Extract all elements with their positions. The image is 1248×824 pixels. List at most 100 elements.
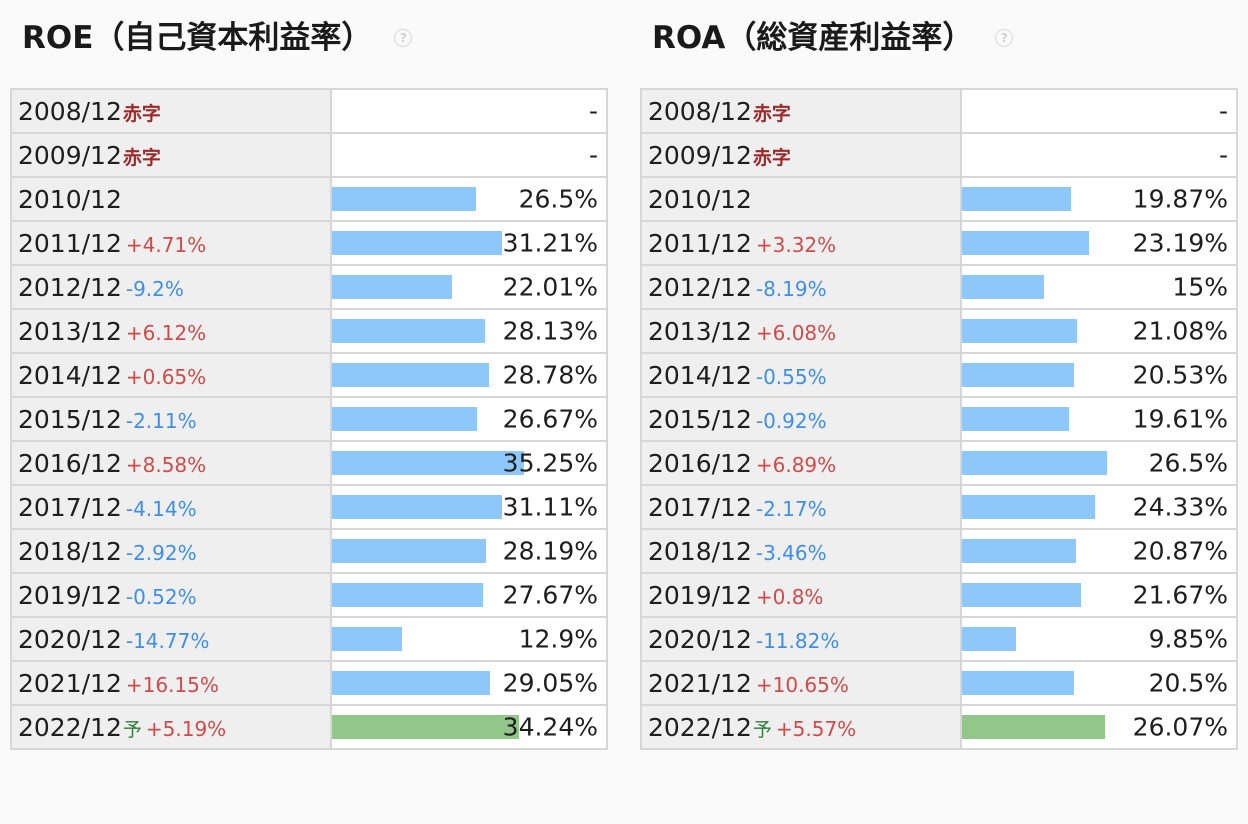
deficit-badge: 赤字	[752, 146, 791, 169]
change-label: -8.19%	[755, 276, 827, 301]
forecast-badge: 予	[752, 718, 772, 741]
period-cell: 2022/12予 +5.19%	[10, 704, 332, 750]
value-bar	[962, 319, 1078, 343]
period-cell: 2022/12予 +5.57%	[640, 704, 962, 750]
value-bar	[962, 275, 1045, 299]
value-cell: 26.5%	[960, 440, 1238, 486]
period-cell: 2019/12 +0.8%	[640, 572, 962, 618]
value-cell: 31.11%	[330, 484, 608, 530]
value-bar	[962, 363, 1075, 387]
value-cell: -	[960, 88, 1238, 134]
value-bar	[332, 275, 452, 299]
forecast-bar	[332, 715, 519, 739]
deficit-badge: 赤字	[122, 146, 161, 169]
value-cell: 12.9%	[330, 616, 608, 662]
question-circle-icon[interactable]: ?	[394, 28, 413, 47]
value-bar	[962, 407, 1070, 431]
value-cell: 28.19%	[330, 528, 608, 574]
value-cell: 23.19%	[960, 220, 1238, 266]
period-cell: 2015/12 -0.92%	[640, 396, 962, 442]
value-cell: 22.01%	[330, 264, 608, 310]
period-cell: 2008/12赤字	[10, 88, 332, 134]
table-row: 2019/12 +0.8% 21.67%	[640, 572, 1238, 618]
period-cell: 2020/12 -11.82%	[640, 616, 962, 662]
value-label: -	[1218, 96, 1228, 126]
value-label: 31.11%	[502, 492, 598, 522]
period-label: 2021/12	[18, 668, 122, 698]
period-label: 2017/12	[18, 492, 122, 522]
change-label: -3.46%	[755, 540, 827, 565]
change-label: +5.19%	[145, 716, 227, 741]
period-cell: 2021/12 +10.65%	[640, 660, 962, 706]
period-cell: 2016/12 +8.58%	[10, 440, 332, 486]
change-label: +16.15%	[125, 672, 219, 697]
period-cell: 2012/12 -9.2%	[10, 264, 332, 310]
period-label: 2010/12	[18, 184, 122, 214]
table-row: 2019/12 -0.52% 27.67%	[10, 572, 608, 618]
value-label: 23.19%	[1132, 228, 1228, 258]
value-label: 20.53%	[1132, 360, 1228, 390]
period-label: 2019/12	[18, 580, 122, 610]
value-label: 24.33%	[1132, 492, 1228, 522]
period-label: 2015/12	[18, 404, 122, 434]
roa-title: ROA（総資産利益率）	[652, 20, 974, 56]
period-cell: 2018/12 -3.46%	[640, 528, 962, 574]
period-cell: 2018/12 -2.92%	[10, 528, 332, 574]
question-circle-icon[interactable]: ?	[995, 28, 1014, 47]
value-bar	[962, 451, 1107, 475]
value-label: 28.13%	[502, 316, 598, 346]
value-label: 9.85%	[1148, 624, 1228, 654]
table-row: 2021/12 +10.65% 20.5%	[640, 660, 1238, 706]
value-bar	[332, 231, 502, 255]
value-cell: 19.87%	[960, 176, 1238, 222]
roe-header: ROE（自己資本利益率） ?	[22, 12, 413, 57]
value-bar	[962, 495, 1096, 519]
table-row: 2010/12 19.87%	[640, 176, 1238, 222]
value-cell: 27.67%	[330, 572, 608, 618]
period-cell: 2010/12	[640, 176, 962, 222]
change-label: -9.2%	[125, 276, 184, 301]
value-bar	[962, 583, 1081, 607]
value-bar	[332, 319, 486, 343]
value-label: -	[588, 140, 598, 170]
change-label: -2.17%	[755, 496, 827, 521]
change-label: +6.89%	[755, 452, 837, 477]
table-row: 2008/12赤字 -	[640, 88, 1238, 134]
table-row: 2011/12 +4.71% 31.21%	[10, 220, 608, 266]
period-label: 2020/12	[18, 624, 122, 654]
table-row: 2009/12赤字 -	[10, 132, 608, 178]
period-label: 2009/12	[648, 140, 752, 170]
period-label: 2008/12	[648, 96, 752, 126]
change-label: +6.12%	[125, 320, 207, 345]
value-cell: 21.08%	[960, 308, 1238, 354]
table-row: 2015/12 -0.92% 19.61%	[640, 396, 1238, 442]
period-cell: 2016/12 +6.89%	[640, 440, 962, 486]
table-row: 2008/12赤字 -	[10, 88, 608, 134]
change-label: -0.52%	[125, 584, 197, 609]
period-label: 2013/12	[648, 316, 752, 346]
deficit-badge: 赤字	[752, 102, 791, 125]
value-cell: 24.33%	[960, 484, 1238, 530]
period-cell: 2020/12 -14.77%	[10, 616, 332, 662]
period-cell: 2017/12 -2.17%	[640, 484, 962, 530]
forecast-bar	[962, 715, 1105, 739]
period-label: 2013/12	[18, 316, 122, 346]
period-label: 2019/12	[648, 580, 752, 610]
table-row: 2010/12 26.5%	[10, 176, 608, 222]
period-cell: 2008/12赤字	[640, 88, 962, 134]
value-cell: 28.78%	[330, 352, 608, 398]
period-cell: 2019/12 -0.52%	[10, 572, 332, 618]
change-label: +8.58%	[125, 452, 207, 477]
period-label: 2016/12	[648, 448, 752, 478]
period-label: 2010/12	[648, 184, 752, 214]
period-label: 2012/12	[18, 272, 122, 302]
value-cell: 26.67%	[330, 396, 608, 442]
forecast-badge: 予	[122, 718, 142, 741]
period-label: 2018/12	[648, 536, 752, 566]
table-row: 2018/12 -3.46% 20.87%	[640, 528, 1238, 574]
period-label: 2018/12	[18, 536, 122, 566]
table-row: 2013/12 +6.08% 21.08%	[640, 308, 1238, 354]
table-row: 2015/12 -2.11% 26.67%	[10, 396, 608, 442]
change-label: -0.92%	[755, 408, 827, 433]
change-label: -11.82%	[755, 628, 840, 653]
